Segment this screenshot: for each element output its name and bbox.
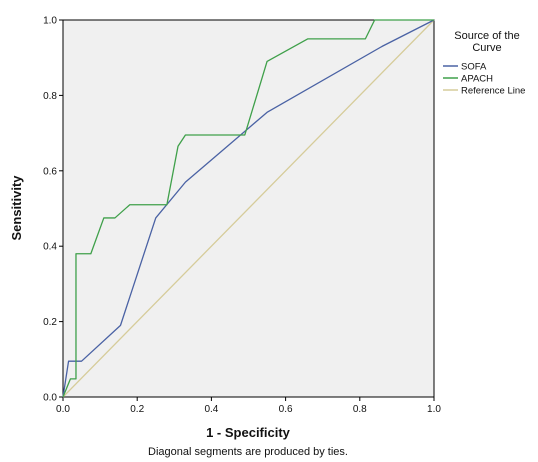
y-tick-label: 0.0: [43, 393, 57, 404]
y-tick-label: 0.6: [43, 166, 57, 177]
x-tick-label: 0.2: [130, 404, 144, 415]
x-tick-label: 0.8: [353, 404, 367, 415]
x-tick-label: 0.4: [204, 404, 218, 415]
series-line-apach: [62, 19, 434, 398]
legend-title-line: Source of the: [454, 30, 519, 42]
y-tick-label: 0.4: [43, 242, 57, 253]
y-tick-label: 0.2: [43, 317, 57, 328]
x-tick-label: 1.0: [427, 404, 441, 415]
y-tick-label: 0.8: [43, 91, 57, 102]
x-tick-label: 0.6: [279, 404, 293, 415]
axis-ticks: 0.0 0.2 0.4 0.6 0.8 1.0 0.0 0.2 0.4 0.6 0.8 1.0: [43, 16, 441, 416]
legend-label-sofa: SOFA: [461, 62, 487, 73]
x-axis-title: 1 - Specificity: [206, 425, 291, 440]
x-tick-label: 0.0: [56, 404, 70, 415]
footnote: Diagonal segments are produced by ties.: [148, 446, 348, 458]
legend-title-line: Curve: [472, 42, 501, 54]
series-line-reference-line: [62, 19, 435, 398]
legend-label-apach: APACH: [461, 74, 493, 85]
series-lines: [62, 19, 435, 398]
y-axis-title: Sensitivity: [9, 175, 24, 241]
series-line-sofa: [62, 19, 435, 398]
y-tick-label: 1.0: [43, 16, 57, 27]
legend-label-reference-line: Reference Line: [461, 86, 525, 97]
